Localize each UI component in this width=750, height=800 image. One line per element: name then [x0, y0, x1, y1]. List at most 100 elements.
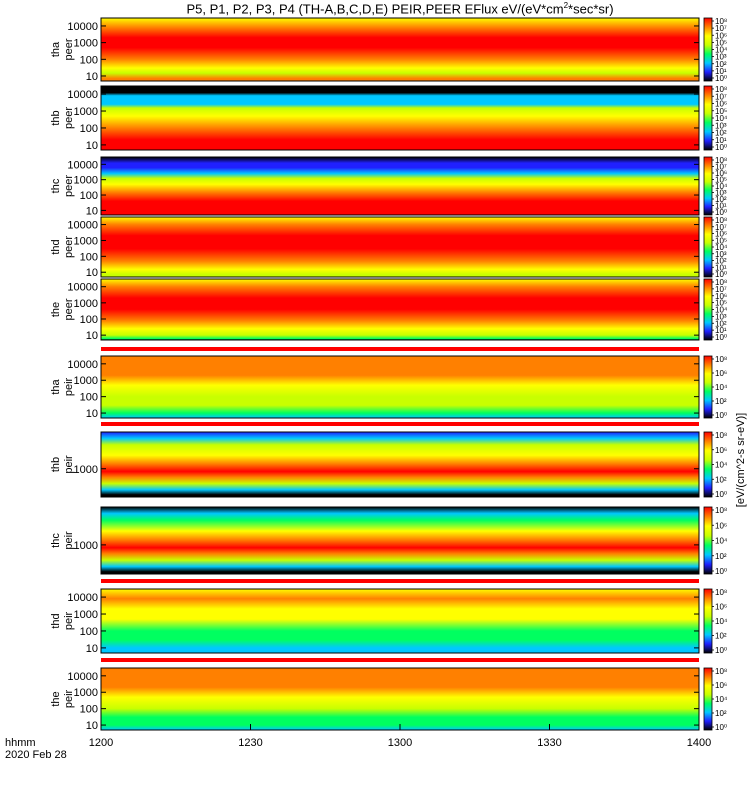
- colorbar-tick-label: 10³: [715, 312, 727, 321]
- chart-title-prefix: P5, P1, P2, P3, P4 (TH-A,B,C,D,E) PEIR,P…: [186, 1, 564, 17]
- colorbar-tick-label: 10⁰: [715, 74, 727, 83]
- spectrogram-the-peir: [101, 668, 699, 730]
- y-axis-probe-label: tha: [50, 378, 62, 394]
- y-axis-probe-label: thc: [50, 533, 62, 548]
- colorbar: [703, 667, 713, 731]
- colorbar-tick-label: 10⁴: [715, 617, 728, 626]
- y-axis-product-label: peir: [63, 455, 75, 474]
- x-axis-corner-label: hhmm: [5, 737, 36, 749]
- colorbar-tick-label: 10⁸: [715, 355, 727, 364]
- colorbar-tick-label: 10⁶: [715, 446, 727, 455]
- colorbar-tick-label: 10³: [715, 250, 727, 259]
- spectrogram-thb-peir: [101, 432, 699, 497]
- colorbar: [703, 506, 713, 575]
- colorbar-tick-label: 10⁰: [715, 646, 727, 655]
- y-axis-product-label: peer: [63, 298, 75, 320]
- y-axis-probe-label: tha: [50, 41, 62, 57]
- y-tick-label: 100: [80, 392, 98, 404]
- x-tick-label: 1230: [238, 737, 262, 749]
- colorbar-tick-label: 10⁷: [715, 24, 727, 33]
- panel-tha-peir: 10000 1000 100 10 tha peir 10⁸ 10⁶ 10⁴ 10² 10⁰: [50, 355, 728, 420]
- y-tick-label: 10: [86, 408, 98, 420]
- colorbar-tick-label: 10⁰: [715, 208, 727, 217]
- y-tick-label: 10000: [67, 21, 98, 33]
- colorbar-tick-label: 10⁸: [715, 431, 727, 440]
- y-tick-label: 1000: [74, 540, 98, 552]
- y-tick-label: 10000: [67, 282, 98, 294]
- colorbar-tick-label: 10³: [715, 121, 727, 130]
- colorbar: [703, 156, 713, 216]
- colorbar-tick-label: 10¹: [715, 326, 727, 335]
- y-tick-label: 10000: [67, 89, 98, 101]
- colorbar-tick-label: 10⁰: [715, 333, 727, 342]
- colorbar-tick-label: 10⁶: [715, 230, 727, 239]
- y-tick-label: 1000: [74, 609, 98, 621]
- y-axis-product-label: peir: [63, 531, 75, 550]
- y-axis-probe-label: thb: [50, 110, 62, 125]
- spectrogram-thd-peer: [101, 217, 699, 277]
- colorbar-tick-label: 10⁶: [715, 369, 727, 378]
- colorbar-tick-label: 10⁷: [715, 92, 727, 101]
- colorbar-tick-label: 10⁶: [715, 169, 727, 178]
- colorbar-tick-label: 10³: [715, 189, 727, 198]
- y-tick-label: 10: [86, 267, 98, 279]
- y-axis-probe-label: thb: [50, 457, 62, 472]
- separator-bar: [101, 658, 699, 662]
- y-tick-label: 1000: [74, 298, 98, 310]
- colorbar-tick-label: 10⁶: [715, 292, 727, 301]
- y-axis-product-label: peir: [63, 377, 75, 396]
- y-axis-product-label: peer: [63, 107, 75, 129]
- colorbar-tick-label: 10⁰: [715, 723, 727, 732]
- y-tick-label: 1000: [74, 235, 98, 247]
- colorbar-tick-label: 10²: [715, 195, 727, 204]
- colorbar-tick-label: 10²: [715, 632, 727, 641]
- colorbar-tick-label: 10⁸: [715, 667, 727, 676]
- colorbar-tick-label: 10⁴: [715, 114, 728, 123]
- colorbar-tick-label: 10⁶: [715, 521, 727, 530]
- colorbar-tick-label: 10⁰: [715, 490, 727, 499]
- y-tick-label: 10000: [67, 159, 98, 171]
- separator-bar: [101, 579, 699, 583]
- spectrogram-the-peer: [101, 279, 699, 340]
- colorbar-tick-label: 10⁷: [715, 285, 727, 294]
- y-axis-probe-label: the: [50, 302, 62, 317]
- colorbar-tick-label: 10⁸: [715, 278, 727, 287]
- panel-thd-peir: 10000 1000 100 10 thd peir 10⁸ 10⁶ 10⁴ 10² 10⁰: [50, 588, 728, 655]
- spectrogram-tha-peer: [101, 18, 699, 81]
- panel-frame: [100, 216, 700, 278]
- y-axis-product-label: peir: [63, 689, 75, 708]
- colorbar-tick-label: 10⁸: [715, 588, 727, 597]
- colorbar-tick-label: 10⁴: [715, 695, 728, 704]
- colorbar-tick-label: 10⁷: [715, 163, 727, 172]
- panel-frame: [100, 85, 700, 151]
- colorbar-tick-label: 10⁴: [715, 383, 728, 392]
- spectrogram-tha-peir: [101, 356, 699, 418]
- x-tick-label: 1200: [89, 737, 113, 749]
- colorbar-tick-label: 10⁴: [715, 461, 728, 470]
- y-axis-product-label: peer: [63, 175, 75, 197]
- y-axis-probe-label: thc: [50, 178, 62, 193]
- colorbar-tick-label: 10¹: [715, 136, 727, 145]
- colorbar-tick-label: 10²: [715, 475, 727, 484]
- y-tick-label: 100: [80, 626, 98, 638]
- x-axis-date-label: 2020 Feb 28: [5, 749, 67, 761]
- y-tick-label: 100: [80, 251, 98, 263]
- chart-title-superscript: 2: [563, 1, 569, 10]
- y-tick-label: 10: [86, 330, 98, 342]
- x-tick-label: 1400: [687, 737, 711, 749]
- colorbar-tick-label: 10⁴: [715, 537, 728, 546]
- y-tick-label: 10: [86, 720, 98, 732]
- colorbar-tick-label: 10⁶: [715, 603, 727, 612]
- colorbar-tick-label: 10⁸: [715, 85, 727, 94]
- panel-the-peir: 10000 1000 100 10 the peir 10⁸ 10⁶ 10⁴ 10² 10⁰: [50, 667, 728, 732]
- colorbar-tick-label: 10¹: [715, 202, 727, 211]
- colorbar-tick-label: 10¹: [715, 67, 727, 76]
- y-axis-product-label: peir: [63, 611, 75, 630]
- panel-thb-peir: 1000 thb peir 10⁸ 10⁶ 10⁴ 10² 10⁰: [50, 431, 728, 499]
- y-axis-product-label: peer: [63, 38, 75, 60]
- y-tick-label: 1000: [74, 175, 98, 187]
